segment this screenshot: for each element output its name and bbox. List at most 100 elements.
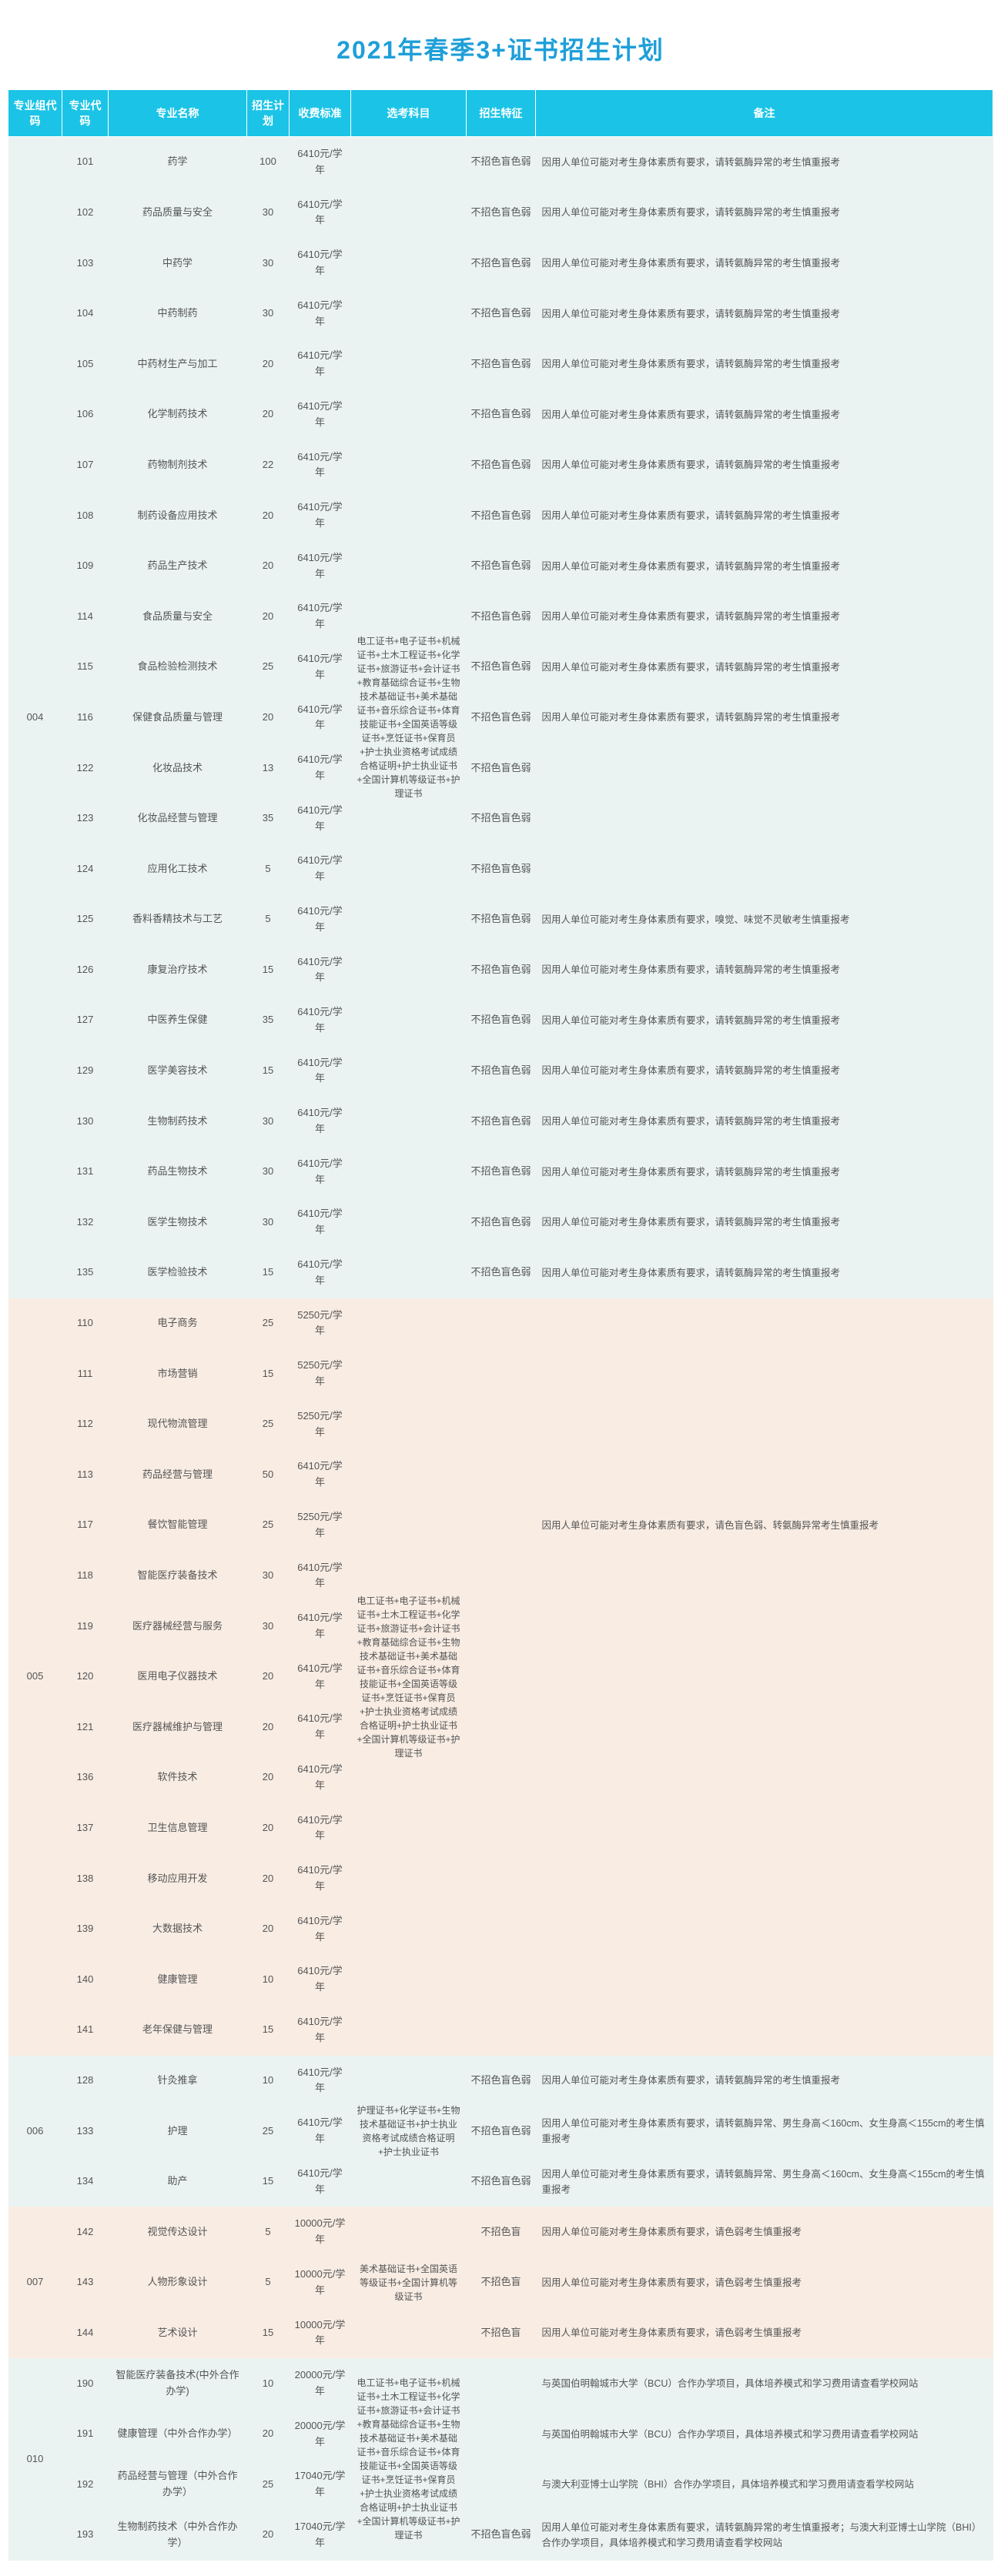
plan-cell: 30 bbox=[247, 1147, 290, 1198]
fee-cell: 6410元/学年 bbox=[290, 1853, 351, 1904]
fee-cell: 6410元/学年 bbox=[290, 490, 351, 541]
plan-cell: 25 bbox=[247, 642, 290, 693]
feature-cell: 不招色盲色弱 bbox=[467, 238, 536, 289]
col-subject: 选考科目 bbox=[351, 90, 467, 137]
plan-cell: 10 bbox=[247, 1954, 290, 2005]
plan-cell: 20 bbox=[247, 1803, 290, 1854]
plan-cell: 25 bbox=[247, 1399, 290, 1450]
major-name-cell: 食品检验检测技术 bbox=[109, 642, 247, 693]
major-name-cell: 药品经营与管理（中外合作办学） bbox=[109, 2459, 247, 2510]
feature-cell: 不招色盲色弱 bbox=[467, 2157, 536, 2207]
fee-cell: 6410元/学年 bbox=[290, 541, 351, 592]
table-row: 005110电子商务255250元/学年电工证书+电子证书+机械证书+土木工程证… bbox=[8, 1298, 993, 1349]
remark-cell: 因用人单位可能对考生身体素质有要求，请转氨酶异常的考生慎重报考 bbox=[536, 693, 993, 743]
remark-cell: 因用人单位可能对考生身体素质有要求，请转氨酶异常的考生慎重报考 bbox=[536, 945, 993, 996]
fee-cell: 5250元/学年 bbox=[290, 1298, 351, 1349]
fee-cell: 6410元/学年 bbox=[290, 894, 351, 945]
major-name-cell: 药品生物技术 bbox=[109, 1147, 247, 1198]
major-name-cell: 药品生产技术 bbox=[109, 541, 247, 592]
feature-cell: 不招色盲 bbox=[467, 2308, 536, 2359]
remark-cell: 因用人单位可能对考生身体素质有要求，请色盲色弱、转氨酶异常考生慎重报考 bbox=[536, 1500, 993, 1551]
table-row: 122化妆品技术136410元/学年不招色盲色弱 bbox=[8, 743, 993, 794]
remark-cell: 因用人单位可能对考生身体素质有要求，请转氨酶异常的考生慎重报考 bbox=[536, 289, 993, 339]
major-name-cell: 视觉传达设计 bbox=[109, 2207, 247, 2257]
table-row: 117餐饮智能管理255250元/学年因用人单位可能对考生身体素质有要求，请色盲… bbox=[8, 1500, 993, 1551]
remark-cell: 因用人单位可能对考生身体素质有要求，请转氨酶异常的考生慎重报考 bbox=[536, 1096, 993, 1147]
feature-cell bbox=[467, 1601, 536, 1652]
fee-cell: 6410元/学年 bbox=[290, 743, 351, 794]
fee-cell: 6410元/学年 bbox=[290, 1803, 351, 1854]
fee-cell: 6410元/学年 bbox=[290, 1954, 351, 2005]
major-code-cell: 134 bbox=[62, 2157, 109, 2207]
major-code-cell: 109 bbox=[62, 541, 109, 592]
major-name-cell: 药学 bbox=[109, 137, 247, 188]
remark-cell: 与英国伯明翰城市大学（BCU）合作办学项目，具体培养模式和学习费用请查看学校网站 bbox=[536, 2358, 993, 2409]
feature-cell: 不招色盲色弱 bbox=[467, 1046, 536, 1097]
remark-cell bbox=[536, 1752, 993, 1803]
major-code-cell: 141 bbox=[62, 2005, 109, 2056]
table-row: 109药品生产技术206410元/学年不招色盲色弱因用人单位可能对考生身体素质有… bbox=[8, 541, 993, 592]
table-row: 192药品经营与管理（中外合作办学）2517040元/学年与澳大利亚博士山学院（… bbox=[8, 2459, 993, 2510]
major-name-cell: 中药制药 bbox=[109, 289, 247, 339]
fee-cell: 6410元/学年 bbox=[290, 238, 351, 289]
major-name-cell: 艺术设计 bbox=[109, 2308, 247, 2359]
plan-cell: 22 bbox=[247, 440, 290, 491]
remark-cell bbox=[536, 1298, 993, 1349]
major-name-cell: 香料香精技术与工艺 bbox=[109, 894, 247, 945]
major-name-cell: 中药学 bbox=[109, 238, 247, 289]
remark-cell: 因用人单位可能对考生身体素质有要求，请转氨酶异常的考生慎重报考 bbox=[536, 339, 993, 389]
feature-cell: 不招色盲色弱 bbox=[467, 188, 536, 239]
major-name-cell: 中药材生产与加工 bbox=[109, 339, 247, 389]
plan-cell: 15 bbox=[247, 1348, 290, 1399]
plan-cell: 15 bbox=[247, 945, 290, 996]
group-code-cell: 005 bbox=[8, 1298, 62, 2056]
feature-cell bbox=[467, 1500, 536, 1551]
plan-cell: 13 bbox=[247, 743, 290, 794]
major-name-cell: 康复治疗技术 bbox=[109, 945, 247, 996]
major-name-cell: 电子商务 bbox=[109, 1298, 247, 1349]
remark-cell: 因用人单位可能对考生身体素质有要求，请转氨酶异常的考生慎重报考 bbox=[536, 995, 993, 1046]
plan-cell: 25 bbox=[247, 2106, 290, 2157]
feature-cell bbox=[467, 1449, 536, 1500]
fee-cell: 6410元/学年 bbox=[290, 995, 351, 1046]
remark-cell bbox=[536, 2005, 993, 2056]
fee-cell: 6410元/学年 bbox=[290, 794, 351, 844]
plan-cell: 30 bbox=[247, 289, 290, 339]
major-code-cell: 116 bbox=[62, 693, 109, 743]
major-code-cell: 132 bbox=[62, 1197, 109, 1248]
feature-cell: 不招色盲色弱 bbox=[467, 794, 536, 844]
feature-cell: 不招色盲色弱 bbox=[467, 2510, 536, 2561]
group-code-cell: 004 bbox=[8, 137, 62, 1298]
plan-cell: 5 bbox=[247, 2207, 290, 2257]
major-code-cell: 143 bbox=[62, 2257, 109, 2308]
feature-cell bbox=[467, 1752, 536, 1803]
plan-cell: 50 bbox=[247, 1449, 290, 1500]
fee-cell: 6410元/学年 bbox=[290, 2106, 351, 2157]
major-name-cell: 大数据技术 bbox=[109, 1904, 247, 1955]
remark-cell bbox=[536, 743, 993, 794]
major-name-cell: 应用化工技术 bbox=[109, 844, 247, 894]
major-code-cell: 130 bbox=[62, 1096, 109, 1147]
major-code-cell: 103 bbox=[62, 238, 109, 289]
plan-cell: 30 bbox=[247, 1551, 290, 1602]
feature-cell bbox=[467, 1954, 536, 2005]
major-name-cell: 药品经营与管理 bbox=[109, 1449, 247, 1500]
col-major-code: 专业代码 bbox=[62, 90, 109, 137]
plan-cell: 20 bbox=[247, 2409, 290, 2460]
major-name-cell: 老年保健与管理 bbox=[109, 2005, 247, 2056]
subject-cell: 美术基础证书+全国英语等级证书+全国计算机等级证书 bbox=[351, 2207, 467, 2358]
plan-cell: 30 bbox=[247, 1197, 290, 1248]
remark-cell: 因用人单位可能对考生身体素质有要求，请转氨酶异常的考生慎重报考 bbox=[536, 440, 993, 491]
major-code-cell: 121 bbox=[62, 1702, 109, 1752]
major-code-cell: 129 bbox=[62, 1046, 109, 1097]
col-plan: 招生计划 bbox=[247, 90, 290, 137]
feature-cell: 不招色盲色弱 bbox=[467, 137, 536, 188]
table-row: 139大数据技术206410元/学年 bbox=[8, 1904, 993, 1955]
fee-cell: 5250元/学年 bbox=[290, 1348, 351, 1399]
plan-cell: 5 bbox=[247, 894, 290, 945]
table-row: 129医学美容技术156410元/学年不招色盲色弱因用人单位可能对考生身体素质有… bbox=[8, 1046, 993, 1097]
fee-cell: 17040元/学年 bbox=[290, 2510, 351, 2561]
fee-cell: 6410元/学年 bbox=[290, 289, 351, 339]
major-code-cell: 105 bbox=[62, 339, 109, 389]
fee-cell: 6410元/学年 bbox=[290, 693, 351, 743]
